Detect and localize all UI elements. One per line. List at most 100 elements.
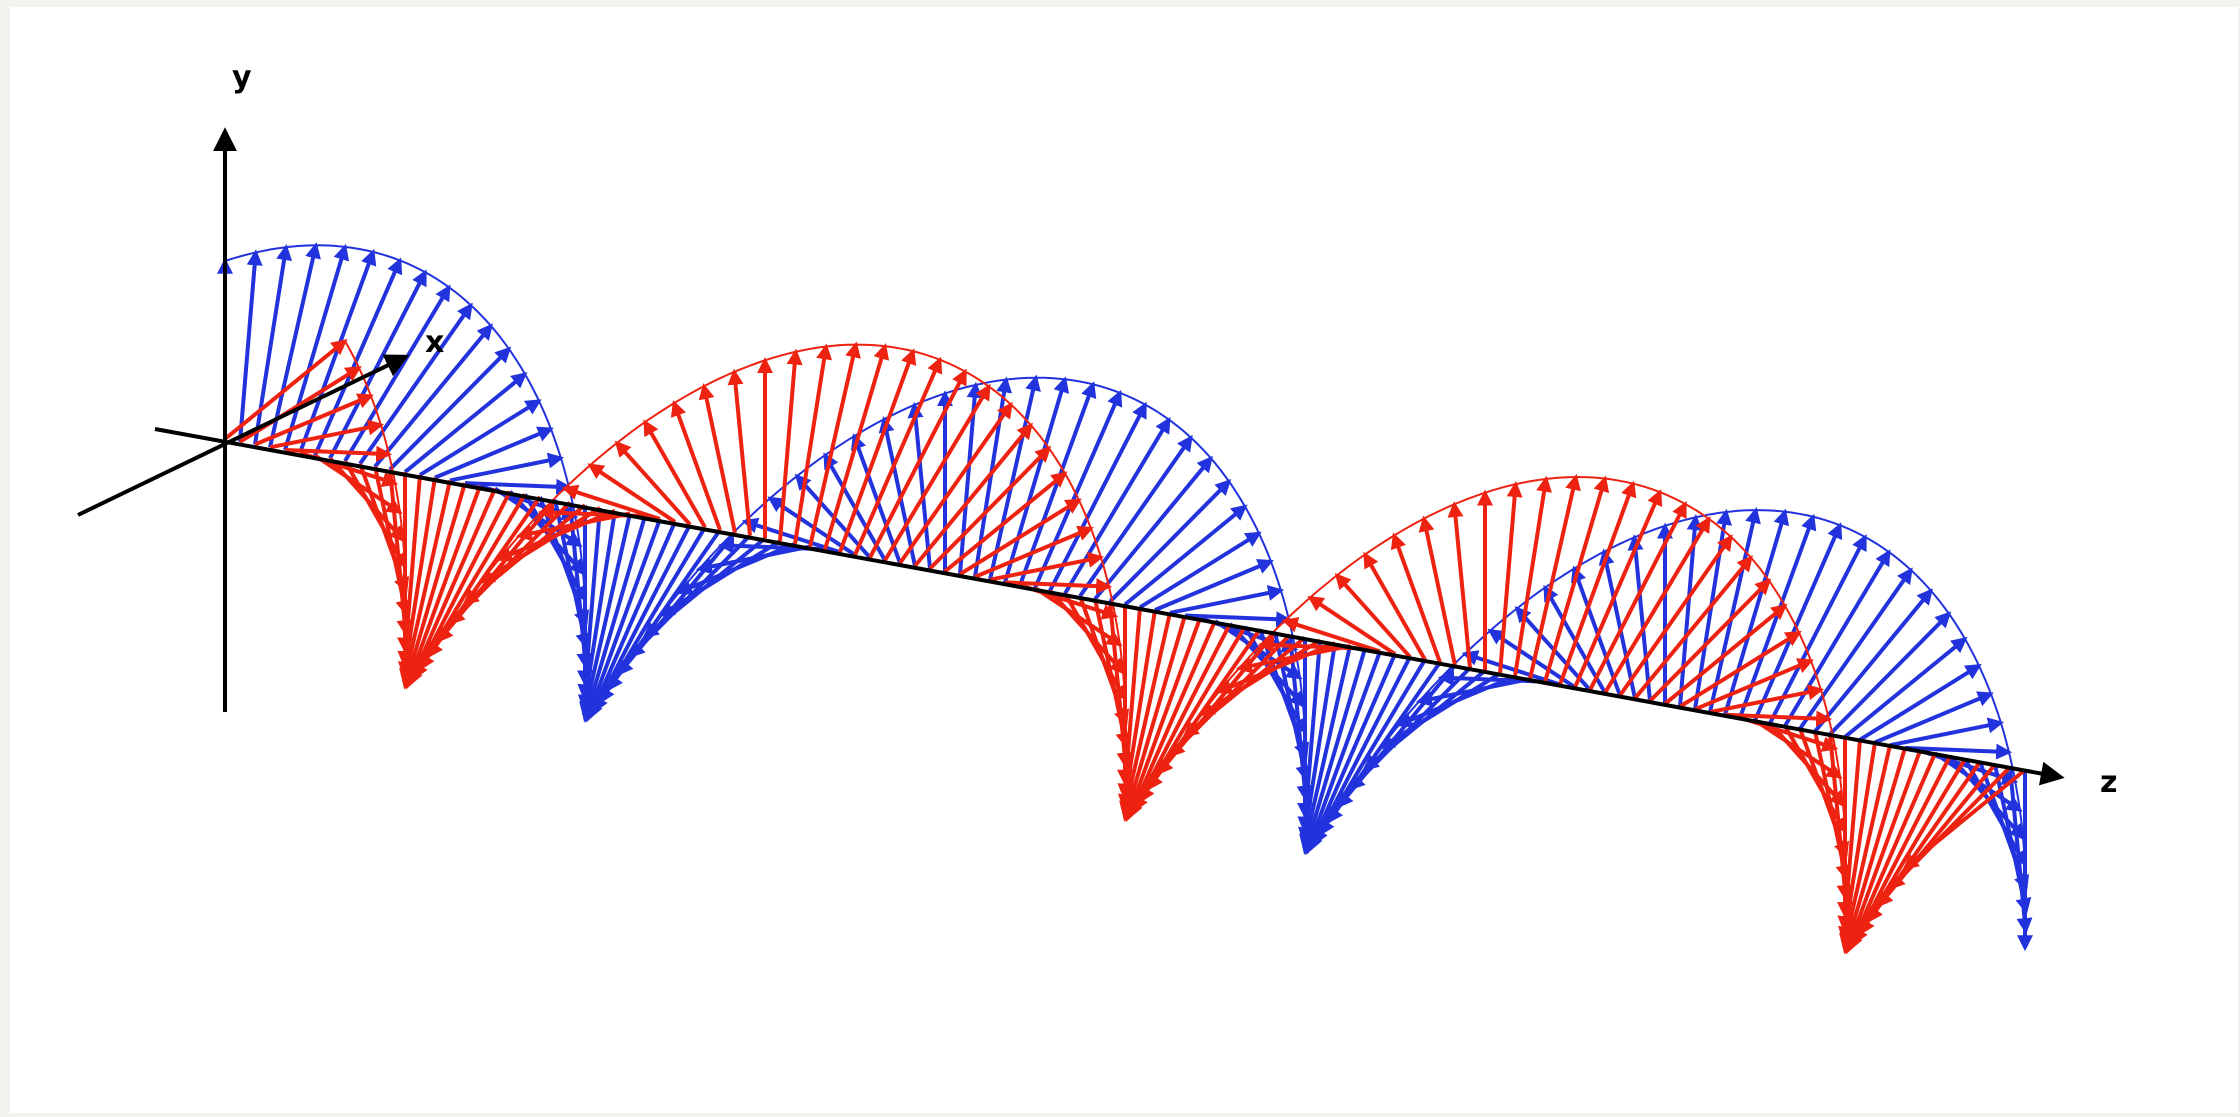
wave-diagram: y x z <box>77 60 2117 955</box>
field-a-vector <box>1783 549 1891 727</box>
field-b-vector <box>808 341 861 548</box>
x-axis <box>77 354 410 517</box>
field-a-vector <box>1123 504 1248 607</box>
field-a-vector <box>1768 534 1867 725</box>
field-b-vector <box>1543 475 1610 683</box>
field-b-vector <box>587 463 677 524</box>
field-a-vector <box>1184 611 1293 628</box>
field-b-vector <box>1004 578 1113 595</box>
field-a-vector <box>579 513 632 719</box>
y-axis-label: y <box>232 60 252 95</box>
field-b-vector <box>1633 555 1753 700</box>
field-b-vector <box>643 419 707 529</box>
field-b-vector <box>1678 630 1802 709</box>
field-b-vector <box>1281 617 1381 654</box>
field-b-vector <box>1837 742 1877 943</box>
field-b-vector <box>515 511 631 542</box>
field-a-vector <box>577 507 602 701</box>
field-a-vector <box>658 539 782 617</box>
field-a-vector <box>358 302 473 465</box>
field-a-vector <box>1708 506 1761 713</box>
field-a-vector <box>373 323 493 468</box>
field-a-vector <box>1138 531 1262 609</box>
field-a-vector <box>268 242 321 448</box>
field-b-vector <box>1123 617 1202 823</box>
field-a-vector <box>1598 548 1637 699</box>
field-b-vector <box>1307 595 1397 656</box>
field-b-vector <box>670 400 722 531</box>
field-a-vector <box>1889 717 2005 748</box>
field-b-vector <box>838 348 917 553</box>
vector-layer <box>217 242 2033 955</box>
field-b-vector <box>1334 573 1412 659</box>
field-b-vector <box>883 383 991 562</box>
field-b-vector <box>478 506 602 584</box>
field-b-vector <box>913 422 1033 568</box>
field-b-vector <box>1840 747 1907 955</box>
field-a-vector <box>1813 588 1933 733</box>
field-a-vector <box>343 284 451 463</box>
field-b-vectors <box>223 338 2027 955</box>
field-a-vector <box>878 416 917 567</box>
field-b-vector <box>1558 480 1637 686</box>
field-a-vector <box>1299 645 1352 851</box>
field-b-vector <box>269 419 385 450</box>
field-a-vector <box>1169 585 1285 615</box>
field-a-vector <box>1415 677 1531 707</box>
field-a-vector <box>1297 642 1337 844</box>
field-b-vector <box>254 393 374 447</box>
field-b-vector <box>1709 684 1825 715</box>
field-b-vector <box>1618 534 1733 697</box>
field-a-vector <box>1843 636 1968 739</box>
figure-frame: y x z <box>10 7 2238 1113</box>
field-b-vector <box>989 551 1105 582</box>
field-b-vector <box>400 482 467 690</box>
field-b-vector <box>778 348 803 542</box>
field-a-vector <box>1003 376 1070 583</box>
field-b-vector <box>1588 501 1687 691</box>
field-b-vector <box>928 445 1052 571</box>
field-b-vector <box>1117 609 1157 811</box>
field-a-vector <box>1297 640 1322 833</box>
field-a-vector <box>1048 401 1147 592</box>
field-b-vector <box>403 485 482 690</box>
field-a-vector <box>988 374 1041 581</box>
field-b-vector <box>793 343 833 545</box>
field-a-vector <box>1307 653 1397 853</box>
field-b-vector <box>1390 532 1442 664</box>
field-b-vector <box>1837 739 1862 933</box>
field-a-vector <box>523 493 587 603</box>
field-a-vector <box>1033 389 1123 589</box>
field-a-vector <box>1963 758 2027 867</box>
field-a-vector <box>464 478 573 495</box>
field-a-vector <box>1627 534 1652 702</box>
field-a-vector <box>1904 743 2013 760</box>
field-a-vector <box>695 544 811 575</box>
field-a-vector <box>907 401 932 569</box>
field-b-vector <box>1603 516 1711 694</box>
field-a-vector <box>1828 611 1952 736</box>
field-a-vector <box>403 372 528 474</box>
field-a-vector <box>388 346 512 471</box>
field-a-vector <box>1300 648 1367 855</box>
field-b-vector <box>1843 750 1922 955</box>
field-b-vector <box>399 479 452 686</box>
field-b-vector <box>1528 473 1581 680</box>
field-b-vector <box>223 338 348 441</box>
field-b-vector <box>1663 603 1788 706</box>
z-axis-label: z <box>2100 765 2117 800</box>
x-axis-label: x <box>425 325 444 360</box>
field-b-vector <box>407 487 497 687</box>
field-b-vector <box>958 498 1082 576</box>
field-a-vector <box>1858 664 1982 742</box>
field-a-vector <box>1874 691 1994 745</box>
field-b-vector <box>1724 710 1833 727</box>
field-b-vector <box>561 484 661 521</box>
field-a-vector <box>1378 671 1502 750</box>
field-b-vector <box>1783 724 1847 834</box>
field-a-vector <box>418 399 542 477</box>
field-b-vector <box>1063 592 1127 702</box>
field-b-vector <box>898 401 1013 565</box>
field-a-vector <box>1798 567 1913 730</box>
field-b-vector <box>868 368 967 559</box>
